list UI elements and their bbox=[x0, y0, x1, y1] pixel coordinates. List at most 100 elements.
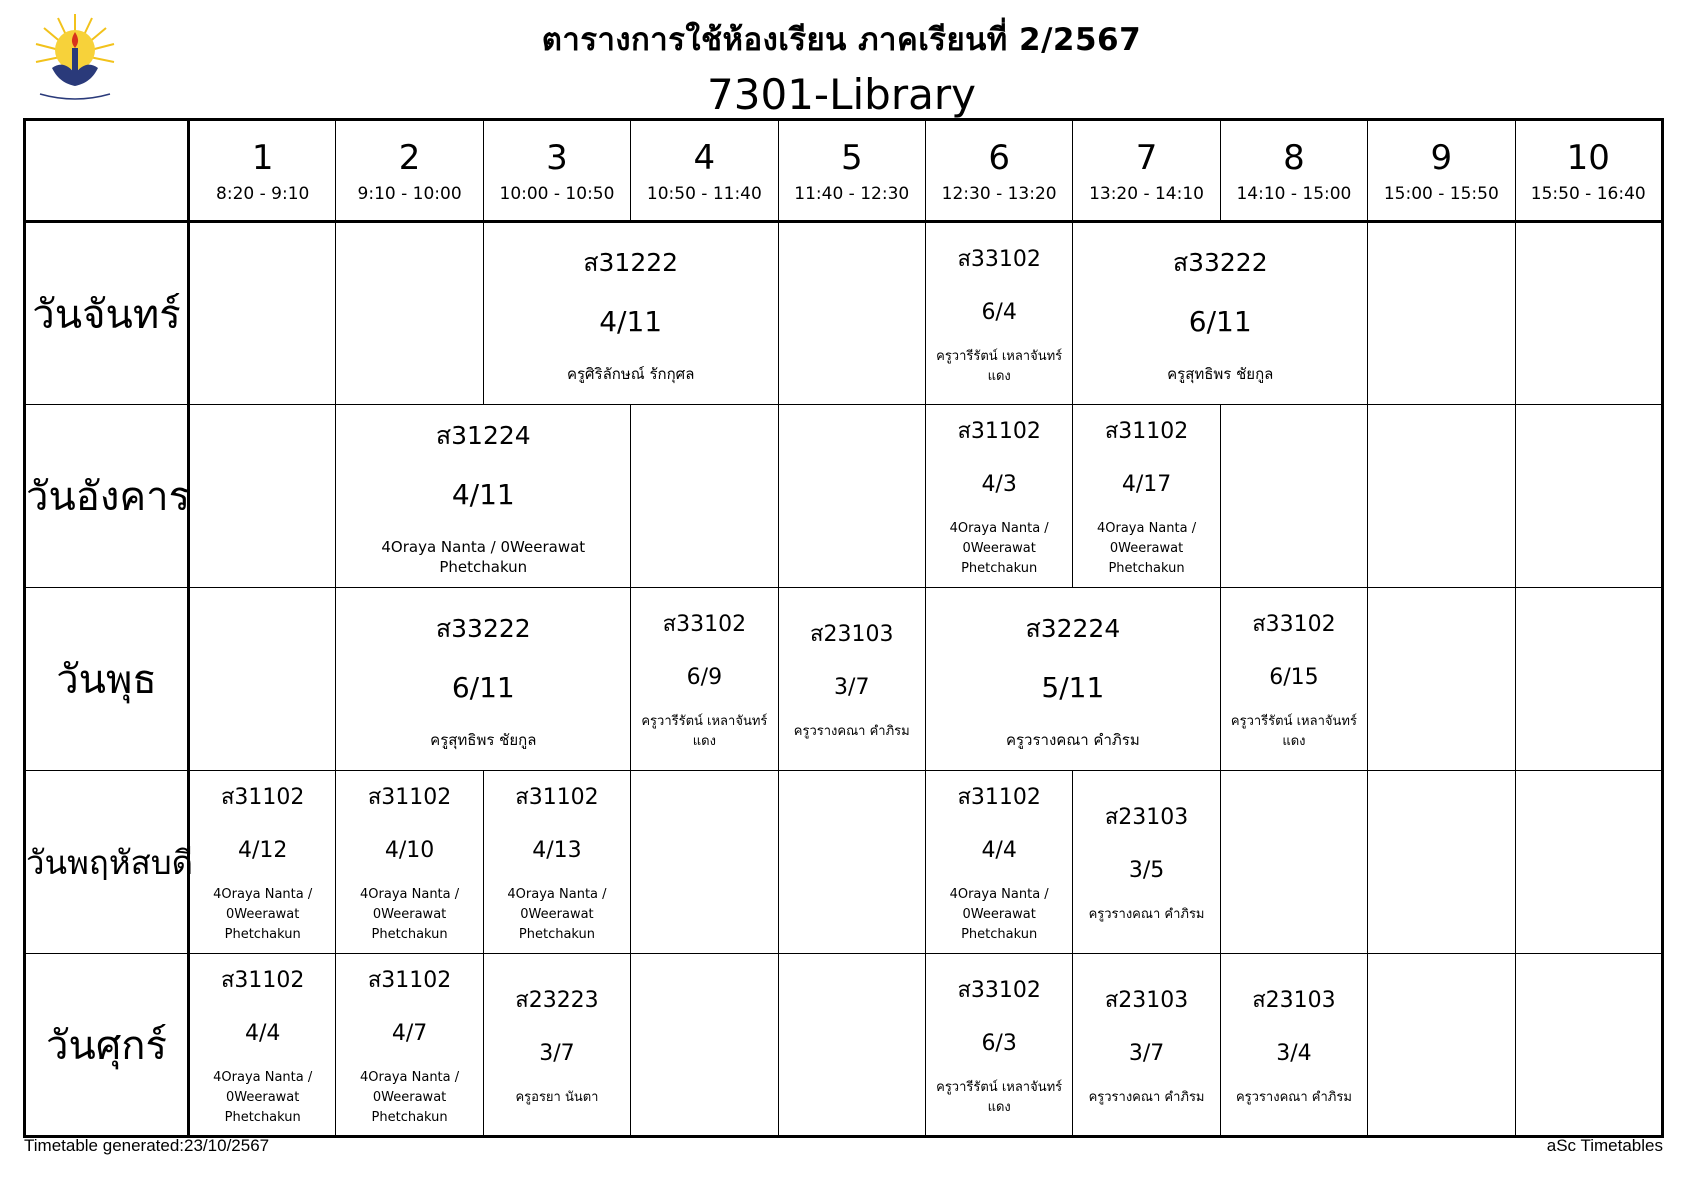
room-name: 7301-Library bbox=[707, 70, 976, 119]
day-row-monday: วันจันทร์ ส31222 4/11 ครูศิริลักษณ์ รักก… bbox=[24, 221, 1664, 405]
lesson-cell[interactable]: ส23103 3/7 ครูวรางคณา คำภิรม bbox=[1072, 953, 1221, 1137]
lesson-cell[interactable]: ส32224 5/11 ครูวรางคณา คำภิรม bbox=[924, 587, 1221, 771]
empty-slot bbox=[1367, 221, 1516, 405]
period-time: 11:40 - 12:30 bbox=[794, 183, 910, 204]
lesson-teacher: 4Oraya Nanta / 0Weerawat Phetchakun bbox=[360, 887, 460, 942]
lesson-teacher: 4Oraya Nanta / 0Weerawat Phetchakun bbox=[1096, 521, 1197, 576]
lesson-teacher: ครูอรยา นันตา bbox=[515, 1089, 599, 1105]
lesson-class: 4/4 bbox=[244, 1020, 281, 1046]
lesson-class: 6/15 bbox=[1269, 665, 1319, 690]
lesson-cell[interactable]: ส23223 3/7 ครูอรยา นันตา bbox=[482, 953, 632, 1137]
lesson-cell[interactable]: ส33222 6/11 ครูสุทธิพร ชัยกูล bbox=[335, 587, 632, 771]
empty-slot bbox=[777, 404, 926, 588]
lesson-class: 3/7 bbox=[539, 1040, 575, 1066]
lesson-cell[interactable]: ส31102 4/10 4Oraya Nanta / 0Weerawat Phe… bbox=[335, 770, 484, 954]
day-row-wednesday: วันพุธ ส33222 6/11 ครูสุทธิพร ชัยกูล ส33… bbox=[24, 587, 1664, 771]
period-number: 3 bbox=[546, 137, 568, 178]
period-number: 6 bbox=[988, 137, 1010, 178]
period-time: 10:50 - 11:40 bbox=[646, 183, 762, 204]
lesson-class: 6/11 bbox=[451, 670, 515, 704]
period-header: 6 12:30 - 13:20 bbox=[924, 119, 1074, 223]
empty-slot bbox=[1367, 770, 1516, 954]
lesson-cell[interactable]: ส31224 4/11 4Oraya Nanta / 0Weerawat Phe… bbox=[335, 404, 632, 588]
period-time: 9:10 - 10:00 bbox=[357, 183, 462, 204]
empty-slot bbox=[1514, 587, 1664, 771]
lesson-subject: ส23103 bbox=[1104, 805, 1189, 830]
lesson-class: 4/11 bbox=[451, 477, 515, 511]
lesson-cell[interactable]: ส33102 6/4 ครูวารีรัตน์ เหลาจันทร์แดง bbox=[924, 221, 1074, 405]
lesson-teacher: 4Oraya Nanta / 0Weerawat Phetchakun bbox=[381, 537, 586, 576]
lesson-class: 6/11 bbox=[1188, 305, 1252, 338]
lesson-class: 3/7 bbox=[1128, 1040, 1165, 1066]
lesson-subject: ส33222 bbox=[1172, 248, 1268, 277]
lesson-subject: ส23223 bbox=[515, 987, 599, 1013]
lesson-teacher: ครูวรางคณา คำภิรม bbox=[1005, 730, 1140, 749]
lesson-teacher: ครูศิริลักษณ์ รักกุศล bbox=[566, 365, 695, 383]
period-header: 7 13:20 - 14:10 bbox=[1072, 119, 1221, 223]
lesson-cell[interactable]: ส33102 6/15 ครูวารีรัตน์ เหลาจันทร์แดง bbox=[1219, 587, 1369, 771]
lesson-subject: ส23103 bbox=[1104, 987, 1189, 1013]
lesson-subject: ส31102 bbox=[220, 785, 305, 810]
empty-slot bbox=[1367, 953, 1516, 1137]
day-label: วันอังคาร bbox=[24, 404, 190, 588]
lesson-subject: ส31102 bbox=[957, 785, 1041, 810]
period-number: 4 bbox=[693, 137, 716, 178]
lesson-teacher: ครูวรางคณา คำภิรม bbox=[1088, 1089, 1205, 1105]
lesson-subject: ส33222 bbox=[435, 613, 531, 643]
period-time: 15:50 - 16:40 bbox=[1530, 183, 1646, 204]
lesson-class: 4/4 bbox=[981, 838, 1017, 863]
lesson-cell[interactable]: ส31102 4/13 4Oraya Nanta / 0Weerawat Phe… bbox=[482, 770, 632, 954]
empty-slot bbox=[1219, 404, 1369, 588]
lesson-subject: ส33102 bbox=[957, 246, 1041, 272]
lesson-subject: ส31102 bbox=[367, 785, 452, 810]
lesson-teacher: 4Oraya Nanta / 0Weerawat Phetchakun bbox=[507, 887, 607, 942]
lesson-class: 6/9 bbox=[686, 665, 723, 690]
lesson-cell[interactable]: ส33222 6/11 ครูสุทธิพร ชัยกูล bbox=[1072, 221, 1369, 405]
period-number: 7 bbox=[1135, 137, 1158, 178]
lesson-class: 4/7 bbox=[391, 1020, 428, 1046]
lesson-subject: ส32224 bbox=[1025, 613, 1121, 643]
lesson-cell[interactable]: ส31102 4/4 4Oraya Nanta / 0Weerawat Phet… bbox=[924, 770, 1074, 954]
lesson-teacher: 4Oraya Nanta / 0Weerawat Phetchakun bbox=[213, 1069, 313, 1125]
empty-slot bbox=[630, 953, 779, 1137]
period-header: 2 9:10 - 10:00 bbox=[335, 119, 484, 223]
day-label: วันศุกร์ bbox=[24, 953, 190, 1137]
lesson-cell[interactable]: ส23103 3/5 ครูวรางคณา คำภิรม bbox=[1072, 770, 1221, 954]
lesson-cell[interactable]: ส31102 4/17 4Oraya Nanta / 0Weerawat Phe… bbox=[1072, 404, 1221, 588]
lesson-class: 4/12 bbox=[237, 838, 288, 863]
lesson-teacher: 4Oraya Nanta / 0Weerawat Phetchakun bbox=[949, 887, 1049, 942]
day-label: วันพุธ bbox=[24, 587, 190, 771]
lesson-class: 3/5 bbox=[1128, 858, 1165, 883]
lesson-cell[interactable]: ส31102 4/7 4Oraya Nanta / 0Weerawat Phet… bbox=[335, 953, 484, 1137]
empty-slot bbox=[630, 770, 779, 954]
period-number: 10 bbox=[1566, 137, 1610, 178]
lesson-subject: ส33102 bbox=[1252, 612, 1336, 637]
lesson-teacher: ครูวารีรัตน์ เหลาจันทร์แดง bbox=[936, 348, 1063, 384]
period-header-row: 1 8:20 - 9:10 2 9:10 - 10:00 3 10:00 - 10:5… bbox=[24, 119, 1664, 223]
period-time: 8:20 - 9:10 bbox=[216, 183, 310, 204]
lesson-cell[interactable]: ส31102 4/12 4Oraya Nanta / 0Weerawat Phe… bbox=[187, 770, 337, 954]
period-number: 5 bbox=[840, 137, 863, 178]
period-number: 9 bbox=[1430, 137, 1453, 178]
lesson-teacher: ครูวรางคณา คำภิรม bbox=[1235, 1089, 1352, 1105]
lesson-class: 4/10 bbox=[384, 838, 435, 863]
day-label: วันจันทร์ bbox=[24, 221, 190, 405]
lesson-class: 4/3 bbox=[981, 472, 1017, 497]
lesson-cell[interactable]: ส31102 4/4 4Oraya Nanta / 0Weerawat Phet… bbox=[187, 953, 337, 1137]
period-time: 12:30 - 13:20 bbox=[941, 183, 1057, 204]
lesson-class: 6/3 bbox=[981, 1030, 1017, 1056]
period-header: 1 8:20 - 9:10 bbox=[187, 119, 337, 223]
lesson-teacher: ครูสุทธิพร ชัยกูล bbox=[430, 730, 537, 749]
empty-slot bbox=[187, 404, 337, 588]
lesson-subject: ส31102 bbox=[220, 967, 305, 993]
lesson-teacher: ครูวรางคณา คำภิรม bbox=[1088, 907, 1205, 922]
lesson-cell[interactable]: ส33102 6/9 ครูวารีรัตน์ เหลาจันทร์แดง bbox=[630, 587, 779, 771]
lesson-cell[interactable]: ส23103 3/4 ครูวรางคณา คำภิรม bbox=[1219, 953, 1369, 1137]
lesson-cell[interactable]: ส23103 3/7 ครูวรางคณา คำภิรม bbox=[777, 587, 926, 771]
empty-slot bbox=[1514, 953, 1664, 1137]
lesson-cell[interactable]: ส31222 4/11 ครูศิริลักษณ์ รักกุศล bbox=[482, 221, 779, 405]
lesson-subject: ส33102 bbox=[957, 977, 1041, 1003]
lesson-cell[interactable]: ส31102 4/3 4Oraya Nanta / 0Weerawat Phet… bbox=[924, 404, 1074, 588]
lesson-cell[interactable]: ส33102 6/3 ครูวารีรัตน์ เหลาจันทร์แดง bbox=[924, 953, 1074, 1137]
period-number: 2 bbox=[398, 137, 421, 178]
